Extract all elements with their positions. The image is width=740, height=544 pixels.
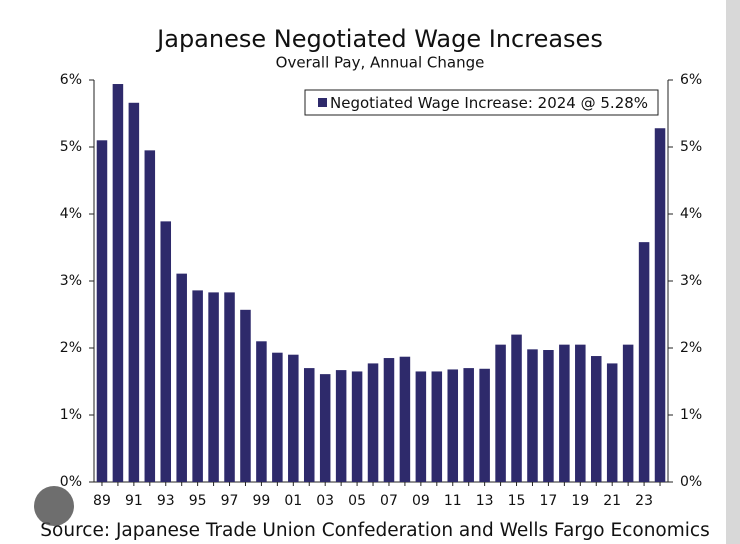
bar	[431, 371, 443, 482]
legend-box	[304, 89, 659, 116]
bar	[256, 341, 267, 482]
bar	[495, 344, 506, 482]
y2-tick-label: 6%	[680, 72, 702, 88]
y2-tick-label: 3%	[680, 273, 702, 289]
y2-tick-label: 0%	[680, 474, 702, 490]
bar	[176, 273, 187, 482]
bar	[240, 309, 251, 482]
bar	[527, 349, 538, 482]
x-tick-label: 03	[316, 493, 334, 509]
chart-subtitle: Overall Pay, Annual Change	[276, 54, 485, 72]
x-tick-label: 01	[284, 493, 302, 509]
y2-tick-label: 2%	[680, 340, 702, 356]
bar	[288, 354, 299, 482]
bar	[224, 292, 235, 482]
y-tick-label: 5%	[60, 139, 82, 155]
legend-label: Negotiated Wage Increase: 2024 @ 5.28%	[330, 94, 648, 112]
x-tick-label: 89	[93, 493, 111, 509]
bar	[303, 368, 315, 482]
bar	[351, 371, 363, 482]
bar	[128, 102, 140, 482]
y-tick-label: 3%	[60, 273, 82, 289]
bar	[399, 356, 411, 482]
x-tick-label: 97	[221, 493, 239, 509]
y2-tick-label: 5%	[680, 139, 702, 155]
bar	[590, 356, 602, 482]
bar	[511, 334, 522, 482]
x-tick-label: 19	[571, 493, 589, 509]
y2-tick-label: 1%	[680, 407, 702, 423]
bar	[192, 290, 203, 482]
bar	[638, 242, 650, 482]
x-tick-label: 93	[157, 493, 175, 509]
bar	[543, 350, 554, 482]
x-tick-label: 15	[508, 493, 526, 509]
bar	[463, 368, 474, 482]
bar	[272, 352, 283, 482]
page-edge	[726, 0, 740, 544]
bar	[335, 370, 347, 482]
bar	[606, 363, 618, 482]
x-tick-label: 99	[253, 493, 271, 509]
bar	[447, 369, 459, 482]
x-tick-label: 23	[635, 493, 653, 509]
bar	[160, 221, 172, 482]
bar	[144, 150, 156, 482]
y-tick-label: 4%	[60, 206, 82, 222]
bar	[367, 363, 379, 482]
x-tick-label: 95	[189, 493, 207, 509]
x-tick-label: 11	[444, 493, 462, 509]
x-tick-label: 13	[476, 493, 494, 509]
bar	[208, 292, 219, 482]
bar	[319, 374, 331, 482]
bar	[415, 371, 427, 482]
x-tick-label: 91	[125, 493, 143, 509]
x-tick-label: 05	[348, 493, 366, 509]
bar	[383, 358, 395, 482]
bar	[112, 84, 124, 483]
bar	[96, 140, 108, 483]
x-tick-label: 17	[540, 493, 558, 509]
bar	[622, 344, 634, 482]
y2-tick-label: 4%	[680, 206, 702, 222]
x-tick-label: 07	[380, 493, 398, 509]
y-tick-label: 0%	[60, 474, 82, 490]
x-tick-label: 21	[603, 493, 621, 509]
chart-title: Japanese Negotiated Wage Increases	[155, 25, 603, 53]
bar	[479, 368, 490, 482]
lens-icon[interactable]	[34, 486, 74, 526]
bar	[575, 344, 586, 482]
y-tick-label: 6%	[60, 72, 82, 88]
y-tick-label: 2%	[60, 340, 82, 356]
legend-swatch	[318, 98, 327, 107]
x-tick-label: 09	[412, 493, 430, 509]
y-tick-label: 1%	[60, 407, 82, 423]
bar	[559, 344, 570, 482]
source-note: Source: Japanese Trade Union Confederati…	[40, 520, 709, 541]
bar	[654, 128, 666, 483]
